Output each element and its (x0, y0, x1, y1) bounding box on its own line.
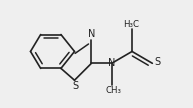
Text: N: N (108, 58, 115, 68)
Text: N: N (88, 29, 95, 39)
Text: S: S (154, 57, 161, 67)
Text: S: S (72, 81, 78, 91)
Text: H₃C: H₃C (123, 20, 139, 29)
Text: CH₃: CH₃ (105, 86, 121, 95)
